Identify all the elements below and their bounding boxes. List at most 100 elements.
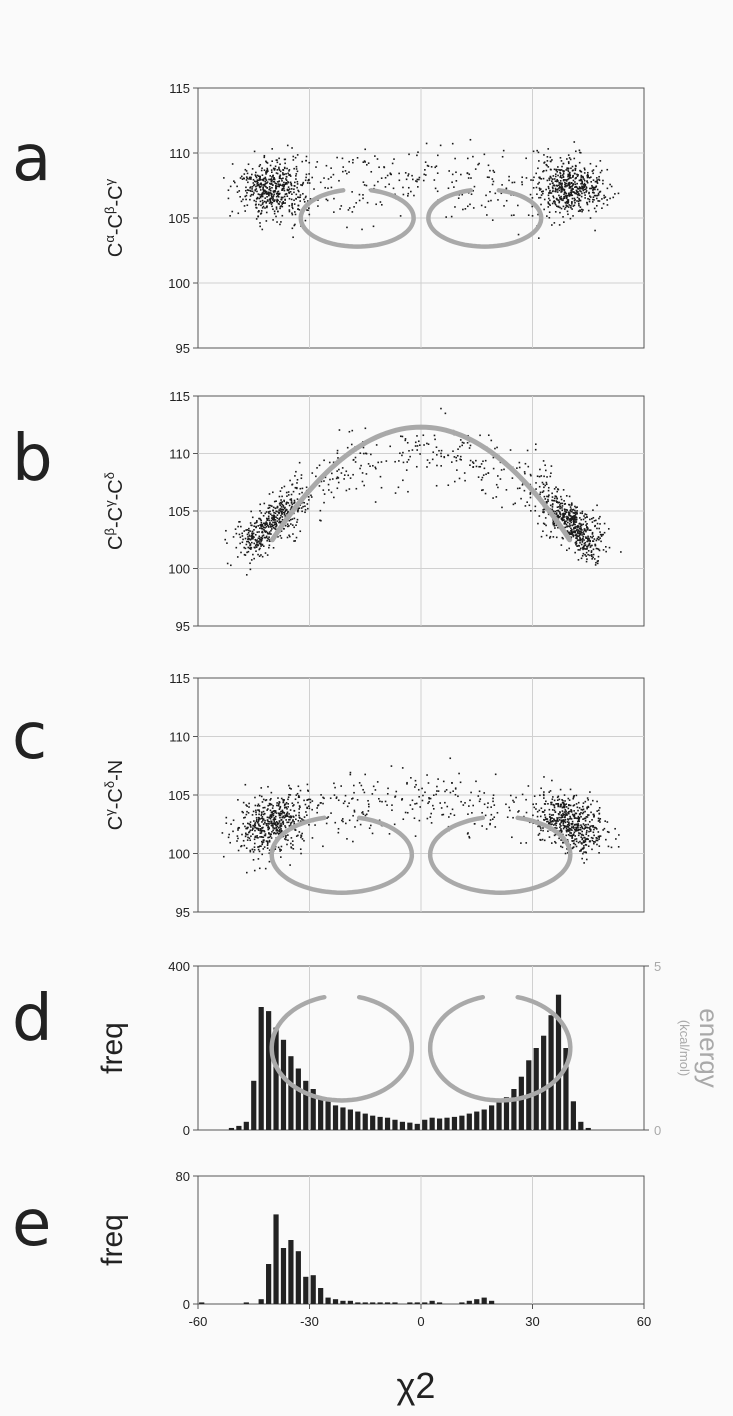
- scatter-point: [444, 801, 446, 804]
- scatter-point: [291, 212, 293, 215]
- scatter-point: [418, 819, 421, 822]
- scatter-point: [543, 791, 545, 793]
- scatter-point: [390, 765, 393, 767]
- scatter-point: [565, 825, 568, 828]
- scatter-point: [570, 167, 572, 170]
- scatter-point: [285, 838, 287, 841]
- scatter-point: [348, 802, 350, 804]
- scatter-point: [472, 804, 474, 807]
- scatter-point: [336, 487, 339, 490]
- scatter-point: [552, 523, 555, 526]
- scatter-point: [356, 799, 359, 801]
- scatter-point: [564, 185, 567, 188]
- scatter-point: [421, 787, 423, 790]
- bar: [318, 1288, 324, 1304]
- scatter-point: [525, 157, 527, 160]
- scatter-point: [406, 461, 409, 463]
- scatter-point: [262, 526, 265, 528]
- scatter-point: [571, 534, 574, 536]
- scatter-point: [236, 835, 239, 837]
- scatter-point: [561, 846, 564, 849]
- scatter-point: [285, 801, 288, 804]
- scatter-point: [295, 178, 297, 180]
- scatter-point: [436, 172, 439, 174]
- scatter-point: [323, 493, 326, 495]
- scatter-point: [286, 821, 288, 824]
- scatter-point: [591, 536, 593, 539]
- scatter-point: [527, 214, 530, 216]
- scatter-point: [581, 510, 584, 513]
- scatter-point: [286, 512, 288, 515]
- scatter-point: [590, 187, 593, 190]
- scatter-point: [579, 539, 581, 542]
- scatter-point: [583, 515, 585, 517]
- scatter-point: [269, 164, 272, 167]
- scatter-point: [253, 823, 256, 826]
- scatter-point: [542, 829, 544, 832]
- scatter-point: [336, 476, 339, 478]
- scatter-point: [573, 810, 575, 812]
- bar: [310, 1275, 316, 1304]
- scatter-point: [259, 175, 262, 178]
- scatter-point: [568, 810, 571, 813]
- scatter-point: [247, 540, 250, 543]
- scatter-point: [402, 451, 404, 454]
- scatter-point: [255, 176, 258, 179]
- scatter-point: [591, 186, 594, 189]
- scatter-point: [579, 517, 581, 519]
- scatter-point: [435, 165, 438, 167]
- scatter-point: [299, 196, 302, 199]
- scatter-point: [283, 485, 286, 488]
- scatter-point: [244, 554, 247, 556]
- scatter-point: [576, 806, 579, 809]
- scatter-point: [395, 790, 398, 793]
- scatter-point: [478, 800, 481, 803]
- scatter-point: [428, 800, 430, 803]
- scatter-point: [567, 154, 570, 156]
- scatter-point: [275, 183, 278, 185]
- scatter-point: [263, 154, 266, 157]
- scatter-point: [304, 511, 306, 514]
- scatter-point: [536, 815, 539, 818]
- scatter-point: [569, 520, 571, 523]
- scatter-point: [348, 171, 350, 173]
- scatter-point: [266, 842, 269, 845]
- scatter-point: [290, 499, 293, 502]
- scatter-point: [259, 213, 262, 215]
- scatter-point: [229, 185, 232, 188]
- scatter-point: [579, 525, 582, 527]
- scatter-point: [273, 212, 276, 215]
- scatter-point: [571, 165, 574, 168]
- scatter-point: [552, 820, 554, 823]
- scatter-point: [280, 511, 283, 514]
- scatter-point: [451, 142, 454, 145]
- scatter-point: [409, 455, 411, 458]
- scatter-point: [294, 213, 297, 216]
- scatter-point: [269, 504, 272, 507]
- scatter-point: [563, 178, 565, 181]
- scatter-point: [267, 537, 269, 540]
- scatter-point: [262, 818, 265, 821]
- scatter-point: [537, 167, 539, 170]
- scatter-point: [398, 460, 400, 462]
- scatter-point: [282, 820, 284, 823]
- scatter-point: [246, 822, 249, 825]
- scatter-point: [283, 804, 286, 807]
- scatter-point: [283, 803, 286, 806]
- scatter-point: [326, 817, 328, 819]
- scatter-point: [248, 806, 250, 808]
- scatter-point: [567, 182, 570, 184]
- bar: [258, 1299, 264, 1304]
- bar: [355, 1111, 361, 1130]
- scatter-point: [578, 807, 581, 809]
- scatter-point: [443, 456, 446, 459]
- scatter-point: [561, 819, 563, 822]
- scatter-point: [251, 532, 253, 535]
- scatter-point: [282, 823, 285, 825]
- scatter-point: [258, 548, 261, 551]
- scatter-point: [287, 798, 289, 801]
- scatter-point: [323, 177, 325, 179]
- scatter-point: [248, 541, 250, 544]
- scatter-point: [260, 525, 262, 528]
- scatter-point: [562, 801, 565, 804]
